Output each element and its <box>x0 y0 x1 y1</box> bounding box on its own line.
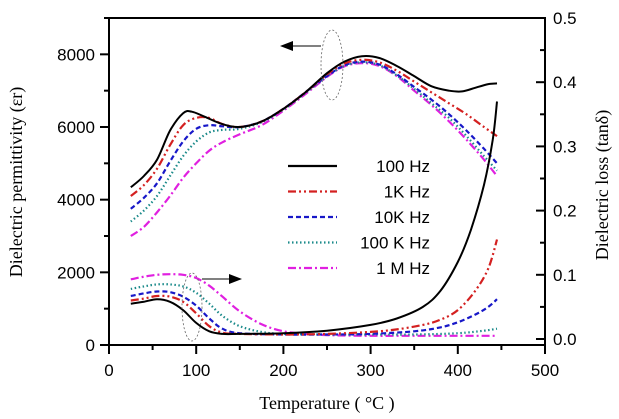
permittivity-ellipse-marker <box>320 29 344 101</box>
y-right-tick-label: 0.2 <box>553 202 577 221</box>
left-arrow-icon <box>280 41 293 51</box>
plot-frame <box>108 17 546 346</box>
y-right-tick-label: 0.5 <box>553 9 577 28</box>
permittivity-line-10k-hz <box>130 60 498 210</box>
x-tick-label: 300 <box>356 361 384 380</box>
y-right-axis-title: Dielectric loss (tanδ) <box>592 110 613 260</box>
permittivity-line-100-hz <box>130 54 498 189</box>
right-arrow-icon <box>229 274 242 284</box>
x-axis-title: Temperature ( °C ) <box>259 393 394 414</box>
y-left-tick-label: 6000 <box>57 118 95 137</box>
loss-ellipse-marker <box>181 272 203 342</box>
x-tick-label: 100 <box>182 361 210 380</box>
y-right-tick-label: 0.4 <box>553 73 577 92</box>
legend-label-100-hz: 100 Hz <box>376 157 430 176</box>
loss-line-100-hz <box>130 101 498 336</box>
legend: 100 Hz 1K Hz 10K Hz 100 K Hz 1 M Hz <box>288 157 430 278</box>
y-left-tick-label: 4000 <box>57 191 95 210</box>
loss-line-100-k-hz <box>130 283 498 336</box>
y-left-tick-label: 8000 <box>57 45 95 64</box>
x-tick-label: 500 <box>531 361 559 380</box>
y-right-tick-label: 0.1 <box>553 266 577 285</box>
loss-line-1-m-hz <box>130 273 497 337</box>
legend-label-100-k-hz: 100 K Hz <box>360 234 430 253</box>
x-tick-label: 200 <box>269 361 297 380</box>
axes: 0 100 200 300 400 500 0 2000 4000 6000 8000 0.0 0.1 0… <box>57 9 576 380</box>
y-right-tick-label: 0.3 <box>553 137 577 156</box>
loss-line-1k-hz <box>130 239 499 336</box>
y-left-axis-title: Dielectric permittivity (εr) <box>6 87 27 278</box>
permittivity-line-100-k-hz <box>130 61 498 223</box>
x-tick-label: 400 <box>444 361 472 380</box>
loss-lines <box>130 101 499 337</box>
permittivity-lines <box>130 54 498 237</box>
y-left-tick-label: 2000 <box>57 263 95 282</box>
y-left-tick-label: 0 <box>86 336 95 355</box>
legend-label-1-m-hz: 1 M Hz <box>376 259 430 278</box>
legend-label-1k-hz: 1K Hz <box>384 183 430 202</box>
annotations <box>181 29 344 342</box>
legend-label-10k-hz: 10K Hz <box>374 208 430 227</box>
y-right-tick-label: 0.0 <box>553 330 577 349</box>
x-tick-label: 0 <box>104 361 113 380</box>
